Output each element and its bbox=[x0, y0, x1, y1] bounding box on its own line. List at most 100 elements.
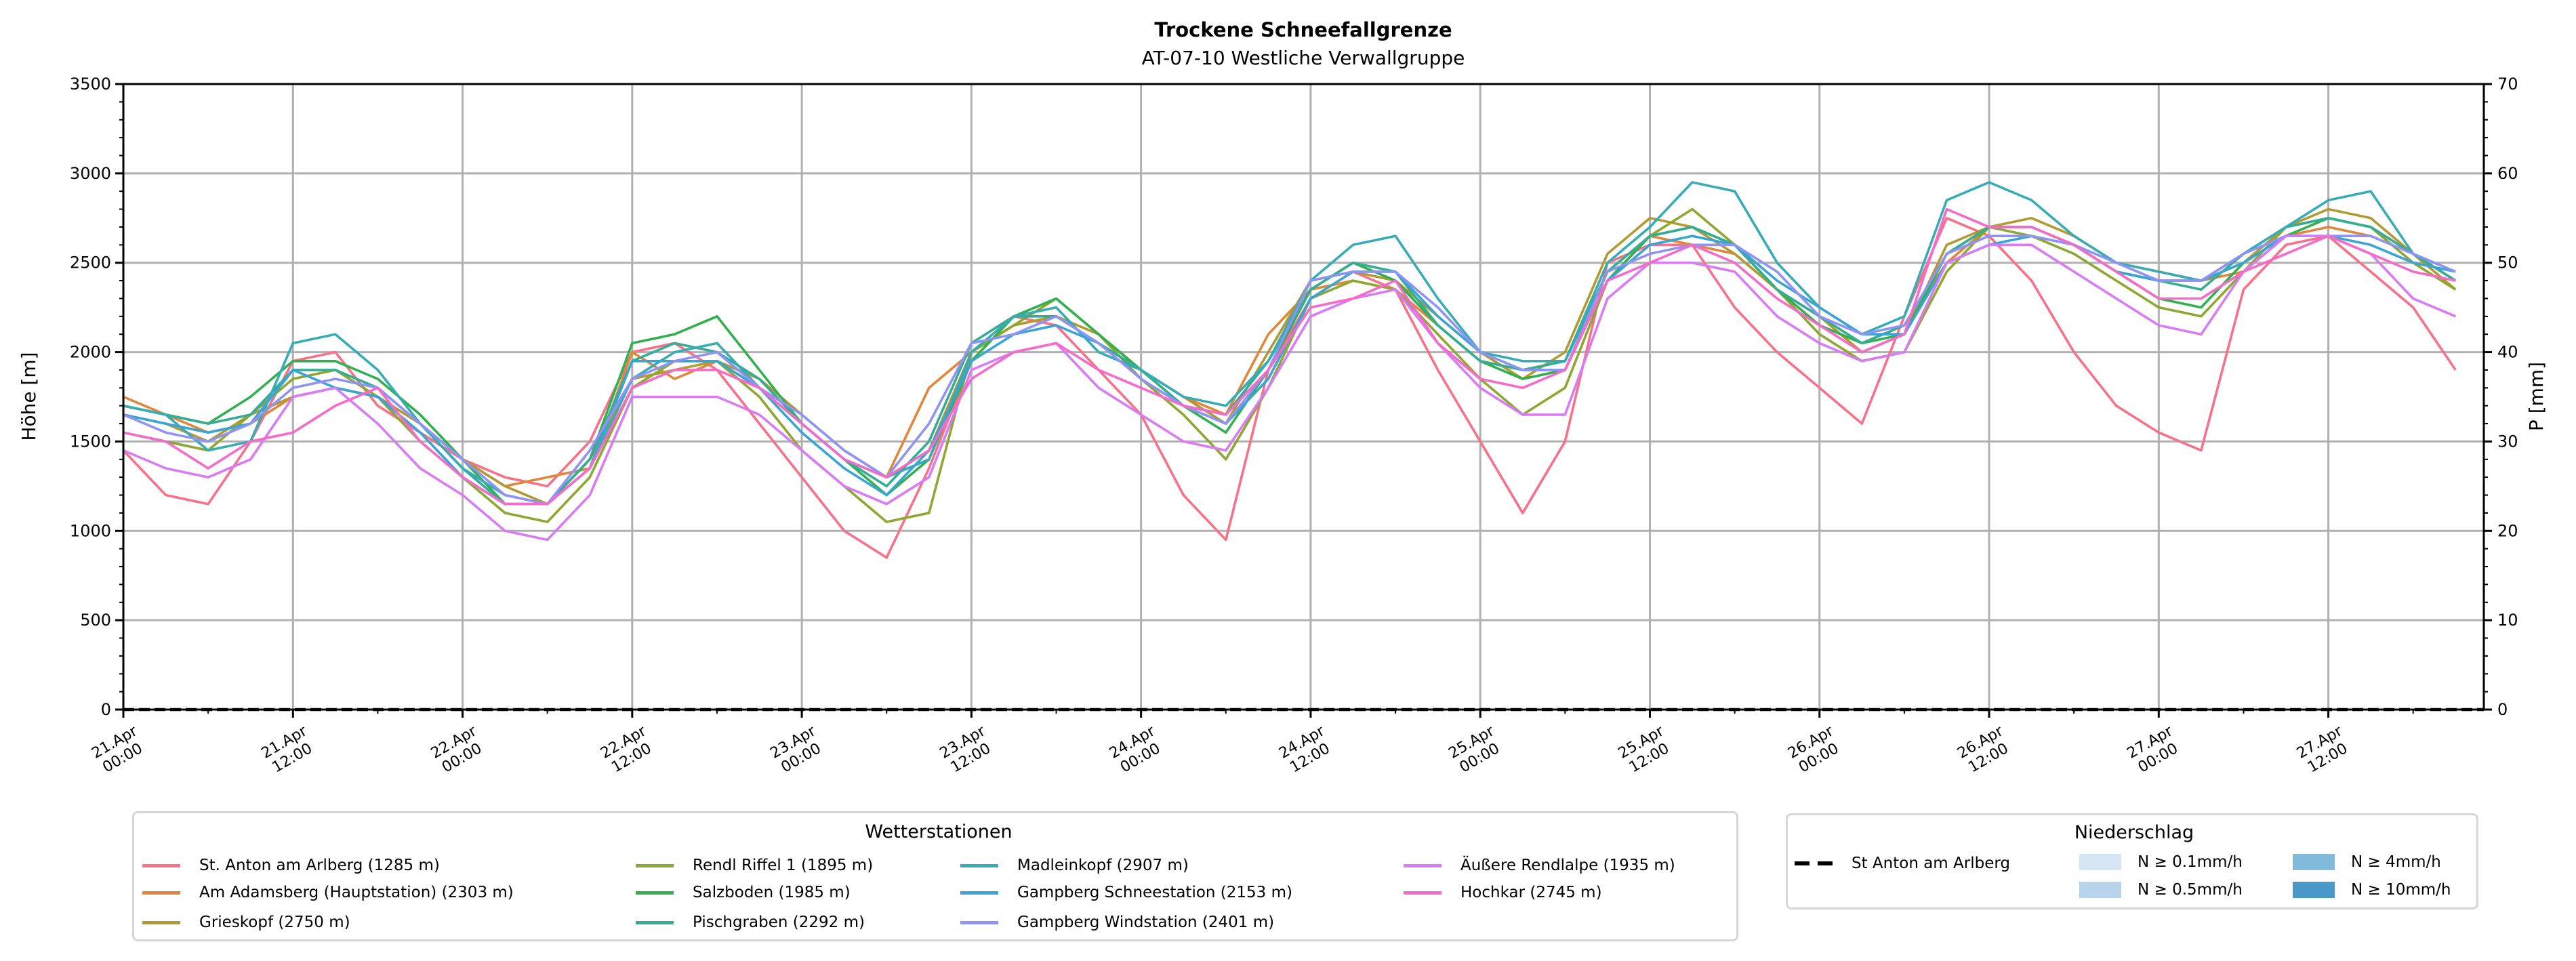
precipitation-legend-title: Niederschlag bbox=[2074, 822, 2194, 843]
y-axis-right-label: P [mm] bbox=[2525, 362, 2548, 431]
y-axis-label: Höhe [m] bbox=[18, 352, 40, 441]
stations-legend-title: Wetterstationen bbox=[865, 821, 1013, 842]
dashed-line-swatch bbox=[1795, 861, 1833, 865]
y-right-tick-label: 30 bbox=[2497, 432, 2518, 451]
y-right-tick-label: 20 bbox=[2497, 521, 2518, 540]
chart-subtitle: AT-07-10 Westliche Verwallgruppe bbox=[1142, 47, 1465, 69]
legend-item: Hochkar (2745 m) bbox=[1404, 884, 1602, 901]
precip-class-label: N ≥ 0.1mm/h bbox=[2138, 853, 2243, 871]
precip-class-item: N ≥ 0.5mm/h bbox=[2079, 881, 2243, 899]
legend-swatch bbox=[960, 863, 998, 867]
axes: 0 500 1000 1500 2000 2500 3000 3500 0 10 20 30 40 50 6… bbox=[70, 75, 2518, 776]
legend-label: Salzboden (1985 m) bbox=[693, 884, 851, 901]
precip-legend-line: St Anton am Arlberg bbox=[1795, 855, 2010, 872]
y-right-tick-label: 0 bbox=[2497, 700, 2508, 719]
legend-swatch bbox=[636, 891, 674, 895]
precip-class-swatch bbox=[2079, 854, 2121, 870]
series-line bbox=[123, 216, 2457, 506]
legend-label: Pischgraben (2292 m) bbox=[693, 914, 865, 931]
precip-class-swatch bbox=[2293, 854, 2335, 870]
y-right-tick-label: 70 bbox=[2497, 75, 2518, 94]
y-tick-label: 3500 bbox=[70, 75, 111, 94]
y-right-tick-label: 40 bbox=[2497, 343, 2518, 362]
legend-label: Hochkar (2745 m) bbox=[1460, 884, 1602, 901]
precip-class-swatch bbox=[2293, 882, 2335, 898]
legend-item: Rendl Riffel 1 (1895 m) bbox=[636, 857, 873, 874]
precip-class-label: N ≥ 4mm/h bbox=[2351, 853, 2441, 871]
y-tick-label: 3000 bbox=[70, 164, 111, 183]
legend-swatch bbox=[1404, 863, 1442, 867]
legend-item: St. Anton am Arlberg (1285 m) bbox=[142, 857, 440, 874]
legend-item: Gampberg Schneestation (2153 m) bbox=[960, 884, 1292, 901]
legend-label: Äußere Rendlalpe (1935 m) bbox=[1460, 857, 1675, 874]
grid bbox=[122, 83, 2484, 711]
y-right-tick-label: 60 bbox=[2497, 164, 2518, 183]
legend-item: Madleinkopf (2907 m) bbox=[960, 857, 1189, 874]
legend-label: Grieskopf (2750 m) bbox=[199, 914, 350, 931]
legend-item: Pischgraben (2292 m) bbox=[636, 914, 865, 931]
legend-swatch bbox=[142, 891, 180, 895]
series-line bbox=[123, 234, 2456, 541]
precip-class-swatch bbox=[2079, 882, 2121, 898]
y-tick-label: 500 bbox=[80, 611, 111, 630]
plot-frame bbox=[122, 83, 2485, 711]
legend-label: Madleinkopf (2907 m) bbox=[1017, 857, 1189, 874]
series-line bbox=[123, 207, 2457, 523]
y-tick-label: 2000 bbox=[70, 343, 111, 362]
precipitation-legend: Niederschlag St Anton am Arlberg N ≥ 0.1… bbox=[1786, 813, 2478, 909]
legend-swatch bbox=[142, 920, 180, 924]
precip-class-label: N ≥ 10mm/h bbox=[2351, 881, 2451, 899]
precip-class-item: N ≥ 10mm/h bbox=[2293, 881, 2451, 899]
legend-swatch bbox=[636, 863, 674, 867]
chart-title: Trockene Schneefallgrenze bbox=[1154, 18, 1452, 41]
legend-swatch bbox=[636, 920, 674, 924]
legend-swatch bbox=[1404, 891, 1442, 895]
precip-class-item: N ≥ 4mm/h bbox=[2293, 853, 2441, 871]
series-line bbox=[123, 234, 2456, 506]
legend-item: Salzboden (1985 m) bbox=[636, 884, 851, 901]
precip-class-item: N ≥ 0.1mm/h bbox=[2079, 853, 2243, 871]
legend-label: Gampberg Schneestation (2153 m) bbox=[1017, 884, 1292, 901]
legend-item: Am Adamsberg (Hauptstation) (2303 m) bbox=[142, 884, 514, 901]
y-tick-label: 1500 bbox=[70, 432, 111, 451]
legend-item: Gampberg Windstation (2401 m) bbox=[960, 914, 1274, 931]
series-lines bbox=[122, 181, 2484, 712]
legend-item: Äußere Rendlalpe (1935 m) bbox=[1404, 857, 1675, 874]
series-line bbox=[123, 207, 2456, 506]
legend-label: Gampberg Windstation (2401 m) bbox=[1017, 914, 1275, 931]
y-right-tick-label: 50 bbox=[2497, 253, 2518, 272]
legend-swatch bbox=[142, 863, 180, 867]
series-line bbox=[123, 216, 2457, 506]
legend-label: St. Anton am Arlberg (1285 m) bbox=[199, 857, 440, 874]
precip-class-label: N ≥ 0.5mm/h bbox=[2138, 881, 2243, 899]
series-line bbox=[122, 216, 2457, 559]
y-tick-label: 0 bbox=[101, 700, 111, 719]
y-tick-label: 1000 bbox=[70, 521, 111, 540]
legend-swatch bbox=[960, 920, 998, 924]
stations-legend: Wetterstationen St. Anton am Arlberg (12… bbox=[132, 811, 1738, 941]
legend-swatch bbox=[960, 891, 998, 895]
y-right-tick-label: 10 bbox=[2497, 611, 2518, 630]
legend-item: Grieskopf (2750 m) bbox=[142, 914, 350, 931]
series-line bbox=[123, 207, 2457, 506]
precip-line-label: St Anton am Arlberg bbox=[1852, 855, 2011, 872]
legend-label: Rendl Riffel 1 (1895 m) bbox=[693, 857, 874, 874]
legend-label: Am Adamsberg (Hauptstation) (2303 m) bbox=[199, 884, 514, 901]
y-tick-label: 2500 bbox=[70, 253, 111, 272]
